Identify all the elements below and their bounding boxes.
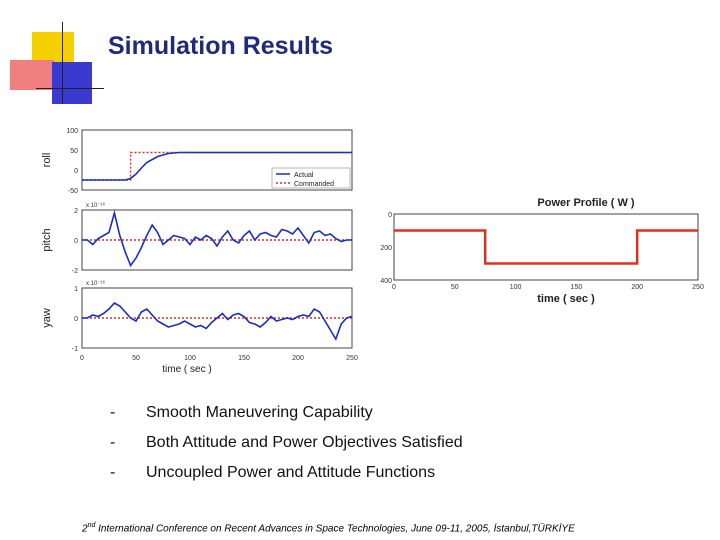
x-tick-label: 50 [451, 284, 459, 291]
x-tick-label: 250 [346, 355, 358, 362]
deco-vertical-line [62, 22, 63, 104]
bullet-item: - Both Attitude and Power Objectives Sati… [108, 430, 668, 460]
footer-number: 2 [82, 523, 88, 535]
plot-frame [393, 213, 699, 281]
y-tick-label: 50 [70, 148, 78, 155]
series-power-line [394, 229, 698, 265]
x-axis-label: time ( sec ) [537, 293, 595, 305]
exponent-label: x 10⁻¹⁶ [86, 280, 106, 287]
x-tick-label: 100 [510, 284, 522, 291]
slide-title: Simulation Results [108, 32, 334, 60]
legend-box [271, 167, 351, 189]
series-actual-line [82, 151, 352, 181]
x-tick-label: 150 [238, 355, 250, 362]
deco-red-square [10, 60, 54, 90]
x-tick-label: 200 [631, 284, 643, 291]
y-tick-label: 100 [66, 128, 78, 135]
y-tick-label: 400 [380, 278, 392, 285]
bullet-item: - Uncoupled Power and Attitude Functions [108, 460, 668, 490]
bullet-item: - Smooth Maneuvering Capability [108, 400, 668, 430]
bullet-marker: - [110, 434, 116, 451]
deco-horizontal-line [36, 88, 104, 89]
chart-title: Power Profile ( W ) [537, 197, 635, 209]
y-tick-label: 0 [74, 238, 78, 245]
bullet-list: - Smooth Maneuvering Capability - Both Att… [108, 400, 668, 490]
y-tick-label: -1 [72, 346, 78, 353]
bullet-text: Both Attitude and Power Objectives Satis… [146, 434, 463, 451]
legend-label: Actual [294, 172, 314, 179]
y-tick-label: 200 [380, 245, 392, 252]
bullet-marker: - [110, 464, 116, 481]
bullet-text: Uncoupled Power and Attitude Functions [146, 464, 436, 481]
footer-text: International Conference on Recent Advan… [98, 523, 575, 535]
y-tick-label: 0 [388, 212, 392, 219]
footer-ordinal: nd [87, 522, 96, 529]
x-tick-label: 50 [132, 355, 140, 362]
x-tick-label: 150 [571, 284, 583, 291]
footer: 2nd International Conference on Recent A… [82, 522, 575, 534]
x-tick-label: 250 [692, 284, 704, 291]
y-axis-label: yaw [41, 308, 53, 328]
x-tick-label: 100 [184, 355, 196, 362]
deco-blue-square [52, 62, 92, 104]
y-axis-label: pitch [41, 228, 53, 251]
y-tick-label: 2 [74, 208, 78, 215]
exponent-label: x 10⁻¹⁶ [86, 202, 106, 209]
y-axis-label: roll [41, 153, 53, 168]
y-tick-label: -2 [72, 268, 78, 275]
legend-label: Commanded [294, 181, 334, 188]
series-actual-line [82, 209, 352, 268]
x-tick-label: 0 [80, 355, 84, 362]
x-tick-label: 200 [292, 355, 304, 362]
x-axis-label: time ( sec ) [162, 364, 211, 375]
series-actual-line [82, 301, 353, 341]
y-tick-label: 0 [74, 168, 78, 175]
bullet-marker: - [110, 404, 116, 421]
y-tick-label: 1 [74, 286, 78, 293]
bullet-text: Smooth Maneuvering Capability [146, 404, 373, 421]
y-tick-label: -50 [68, 188, 78, 195]
x-tick-label: 0 [392, 284, 396, 291]
y-tick-label: 0 [74, 316, 78, 323]
